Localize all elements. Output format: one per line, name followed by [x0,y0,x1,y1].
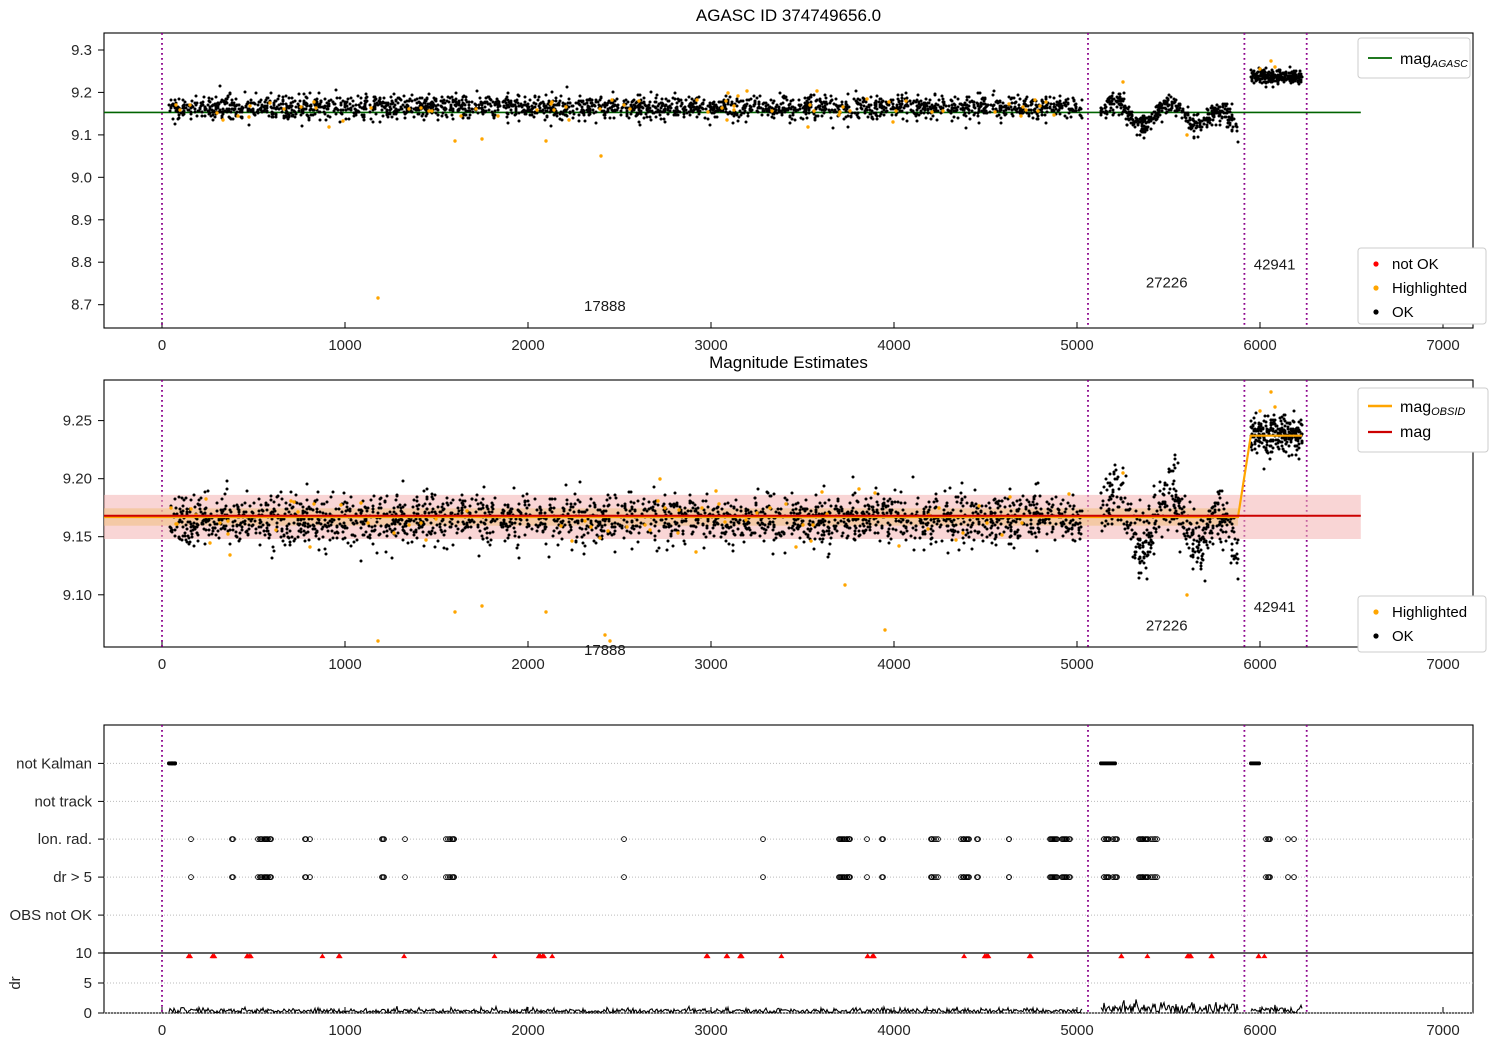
svg-text:9.3: 9.3 [71,42,92,59]
svg-text:7000: 7000 [1426,656,1459,673]
svg-text:9.25: 9.25 [63,413,92,430]
svg-text:5000: 5000 [1060,656,1093,673]
svg-text:not OK: not OK [1392,256,1439,273]
svg-text:2000: 2000 [511,337,544,354]
svg-text:9.20: 9.20 [63,471,92,488]
svg-text:6000: 6000 [1243,656,1276,673]
svg-text:9.1: 9.1 [71,127,92,144]
svg-text:8.8: 8.8 [71,254,92,271]
svg-text:3000: 3000 [694,337,727,354]
svg-text:27226: 27226 [1146,274,1188,291]
svg-text:7000: 7000 [1426,337,1459,354]
svg-text:9.2: 9.2 [71,84,92,101]
svg-text:9.0: 9.0 [71,169,92,186]
svg-text:4000: 4000 [877,337,910,354]
svg-text:0: 0 [158,656,166,673]
svg-text:5000: 5000 [1060,337,1093,354]
svg-text:42941: 42941 [1254,256,1296,273]
svg-text:9.15: 9.15 [63,529,92,546]
svg-text:9.10: 9.10 [63,587,92,604]
svg-text:2000: 2000 [511,656,544,673]
svg-text:1000: 1000 [328,656,361,673]
svg-text:17888: 17888 [584,298,626,315]
svg-text:4000: 4000 [877,656,910,673]
svg-text:0: 0 [158,337,166,354]
svg-text:Highlighted: Highlighted [1392,280,1467,297]
svg-text:OK: OK [1392,304,1414,321]
svg-text:AGASC ID 374749656.0: AGASC ID 374749656.0 [696,6,881,25]
svg-text:1000: 1000 [328,337,361,354]
svg-text:8.7: 8.7 [71,297,92,314]
svg-text:8.9: 8.9 [71,212,92,229]
svg-text:3000: 3000 [694,656,727,673]
svg-text:6000: 6000 [1243,337,1276,354]
